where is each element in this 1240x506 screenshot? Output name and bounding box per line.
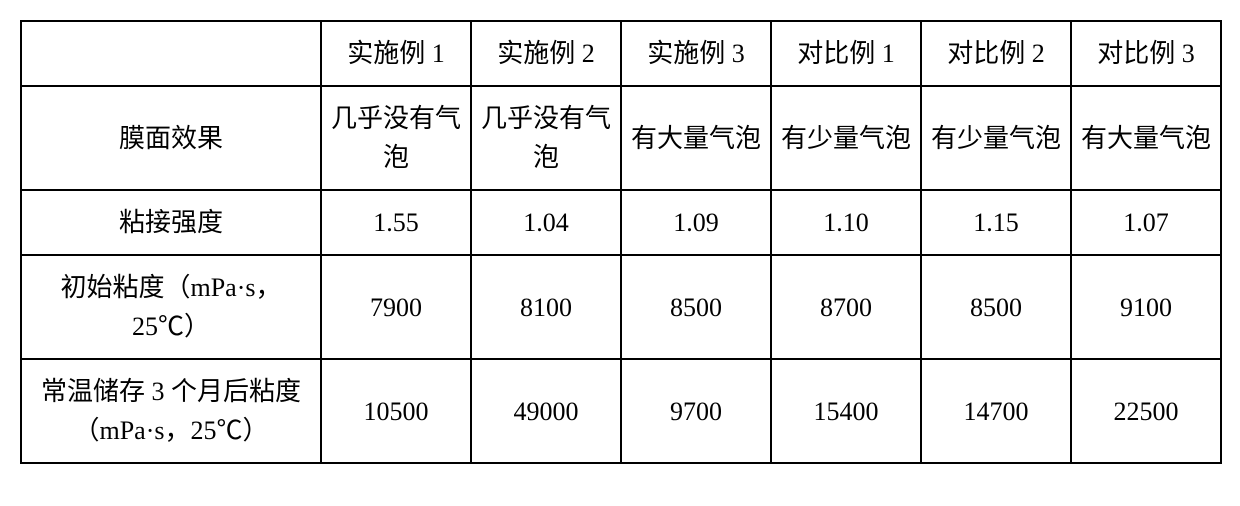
table-row: 膜面效果 几乎没有气泡 几乎没有气泡 有大量气泡 有少量气泡 有少量气泡 有大量…	[21, 86, 1221, 190]
cell: 8100	[471, 255, 621, 359]
cell: 22500	[1071, 359, 1221, 463]
cell: 1.07	[1071, 190, 1221, 255]
cell: 几乎没有气泡	[321, 86, 471, 190]
table-row: 粘接强度 1.55 1.04 1.09 1.10 1.15 1.07	[21, 190, 1221, 255]
cell: 8500	[921, 255, 1071, 359]
cell: 8500	[621, 255, 771, 359]
data-table: 实施例 1 实施例 2 实施例 3 对比例 1 对比例 2 对比例 3 膜面效果…	[20, 20, 1222, 464]
table-row: 初始粘度（mPa·s，25℃） 7900 8100 8500 8700 8500…	[21, 255, 1221, 359]
table-header-row: 实施例 1 实施例 2 实施例 3 对比例 1 对比例 2 对比例 3	[21, 21, 1221, 86]
cell: 有少量气泡	[771, 86, 921, 190]
row-label: 常温储存 3 个月后粘度（mPa·s，25℃）	[21, 359, 321, 463]
cell: 9100	[1071, 255, 1221, 359]
cell: 10500	[321, 359, 471, 463]
row-label: 粘接强度	[21, 190, 321, 255]
cell: 1.55	[321, 190, 471, 255]
row-label: 初始粘度（mPa·s，25℃）	[21, 255, 321, 359]
cell: 49000	[471, 359, 621, 463]
cell: 有少量气泡	[921, 86, 1071, 190]
cell: 8700	[771, 255, 921, 359]
col-header-cmp2: 对比例 2	[921, 21, 1071, 86]
col-header-cmp1: 对比例 1	[771, 21, 921, 86]
cell: 1.15	[921, 190, 1071, 255]
cell: 9700	[621, 359, 771, 463]
cell: 有大量气泡	[1071, 86, 1221, 190]
cell: 几乎没有气泡	[471, 86, 621, 190]
cell: 1.04	[471, 190, 621, 255]
col-header-ex1: 实施例 1	[321, 21, 471, 86]
row-label: 膜面效果	[21, 86, 321, 190]
col-header-blank	[21, 21, 321, 86]
cell: 有大量气泡	[621, 86, 771, 190]
col-header-ex3: 实施例 3	[621, 21, 771, 86]
cell: 15400	[771, 359, 921, 463]
cell: 1.09	[621, 190, 771, 255]
col-header-ex2: 实施例 2	[471, 21, 621, 86]
cell: 7900	[321, 255, 471, 359]
table-row: 常温储存 3 个月后粘度（mPa·s，25℃） 10500 49000 9700…	[21, 359, 1221, 463]
cell: 1.10	[771, 190, 921, 255]
cell: 14700	[921, 359, 1071, 463]
col-header-cmp3: 对比例 3	[1071, 21, 1221, 86]
